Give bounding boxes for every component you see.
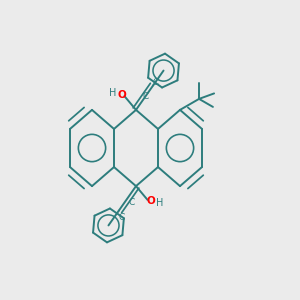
- Text: H: H: [156, 198, 163, 208]
- Text: O: O: [117, 90, 126, 100]
- Text: C: C: [128, 198, 135, 207]
- Text: C: C: [152, 77, 159, 86]
- Text: C: C: [118, 213, 124, 222]
- Text: C: C: [142, 92, 148, 101]
- Text: H: H: [109, 88, 116, 98]
- Text: O: O: [146, 196, 155, 206]
